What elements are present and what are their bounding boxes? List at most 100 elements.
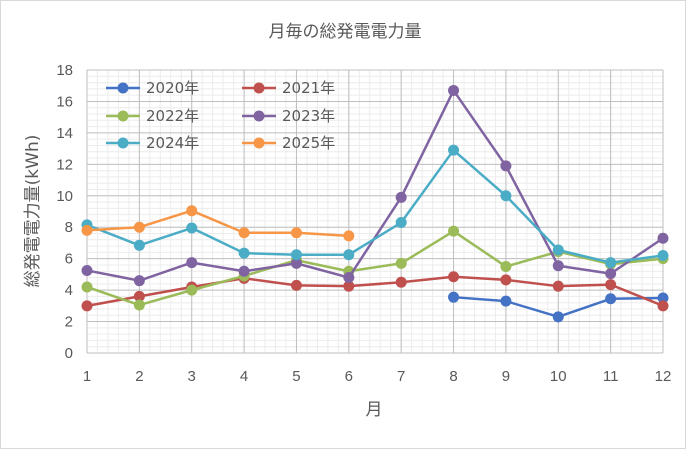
legend-label: 2020年 [146, 79, 199, 97]
data-point [657, 232, 669, 244]
legend-item: 2020年 [106, 79, 199, 97]
y-axis-ticks: 0 2 4 6 8 10 12 14 16 18 [56, 62, 73, 362]
series-line [86, 148, 664, 264]
legend-item: 2021年 [242, 79, 335, 97]
legend-label: 2021年 [282, 79, 335, 97]
data-point [81, 224, 93, 236]
data-point [552, 244, 564, 256]
data-point [133, 221, 145, 233]
legend-item: 2022年 [106, 107, 199, 125]
data-point [448, 84, 460, 96]
data-point [605, 293, 617, 305]
data-point [133, 299, 145, 311]
data-point [343, 272, 355, 284]
legend-swatch-marker [117, 82, 129, 94]
y-tick-label: 8 [65, 219, 73, 236]
legend-label: 2023年 [282, 107, 335, 125]
legend-label: 2022年 [146, 107, 199, 125]
data-point [186, 257, 198, 269]
series-layer [81, 84, 669, 323]
legend-item: 2025年 [242, 134, 335, 152]
data-point [552, 311, 564, 323]
legend-item: 2024年 [106, 134, 199, 152]
data-point [605, 268, 617, 280]
legend-swatch-marker [117, 137, 129, 149]
data-point [238, 247, 250, 259]
x-tick-label: 11 [603, 368, 619, 385]
data-point [605, 257, 617, 269]
data-point [395, 217, 407, 229]
y-tick-label: 14 [56, 125, 73, 142]
data-point [81, 281, 93, 293]
data-point [552, 260, 564, 272]
y-tick-label: 12 [56, 156, 73, 173]
data-point [290, 227, 302, 239]
data-point [238, 265, 250, 277]
legend-label: 2025年 [282, 134, 335, 152]
x-tick-label: 10 [550, 368, 567, 385]
x-tick-label: 2 [135, 368, 143, 385]
series-line [86, 209, 349, 238]
x-tick-label: 1 [83, 368, 91, 385]
data-point [448, 271, 460, 283]
legend-swatch-marker [253, 110, 265, 122]
data-point [186, 284, 198, 296]
data-point [81, 300, 93, 312]
data-point [657, 300, 669, 312]
x-tick-label: 8 [449, 368, 457, 385]
data-point [448, 291, 460, 303]
data-point [500, 190, 512, 202]
data-point [395, 276, 407, 288]
data-point [290, 257, 302, 269]
data-point [81, 264, 93, 276]
series-line [86, 229, 664, 307]
x-tick-label: 12 [655, 368, 672, 385]
x-tick-label: 6 [345, 368, 353, 385]
x-tick-label: 4 [240, 368, 248, 385]
y-tick-label: 2 [65, 314, 73, 331]
data-point [343, 230, 355, 242]
y-tick-label: 18 [56, 62, 73, 79]
data-point [500, 160, 512, 172]
data-point [290, 279, 302, 291]
data-point [133, 239, 145, 251]
data-point [657, 250, 669, 262]
series-5 [81, 144, 669, 269]
legend-label: 2024年 [146, 134, 199, 152]
data-point [395, 191, 407, 203]
y-axis-title: 総発電電力量(kWh) [23, 135, 43, 288]
y-tick-label: 4 [65, 282, 73, 299]
y-tick-label: 6 [65, 251, 73, 268]
chart-title: 月毎の総発電電力量 [269, 22, 422, 42]
data-point [552, 280, 564, 292]
data-point [448, 144, 460, 156]
y-tick-label: 16 [56, 93, 73, 110]
data-point [343, 280, 355, 292]
x-axis-ticks: 1 2 3 4 5 6 7 8 9 10 11 12 [83, 368, 672, 385]
series-1 [448, 291, 669, 323]
data-point [605, 279, 617, 291]
data-point [133, 275, 145, 287]
data-point [133, 290, 145, 302]
data-point [186, 222, 198, 234]
y-tick-label: 10 [56, 188, 73, 205]
data-point [500, 261, 512, 273]
data-point [343, 249, 355, 261]
x-axis-title: 月 [366, 400, 383, 420]
data-point [500, 295, 512, 307]
y-tick-label: 0 [65, 345, 73, 362]
data-point [448, 225, 460, 237]
x-tick-label: 3 [188, 368, 196, 385]
data-point [186, 205, 198, 217]
x-tick-label: 9 [502, 368, 510, 385]
legend: 2020年 2021年 2022年 2023年 2024年 2025年 [106, 79, 335, 152]
series-line [86, 275, 664, 308]
data-point [238, 227, 250, 239]
data-point [290, 249, 302, 261]
data-point [500, 274, 512, 286]
x-tick-label: 7 [397, 368, 405, 385]
legend-item: 2023年 [242, 107, 335, 125]
legend-swatch-marker [117, 110, 129, 122]
